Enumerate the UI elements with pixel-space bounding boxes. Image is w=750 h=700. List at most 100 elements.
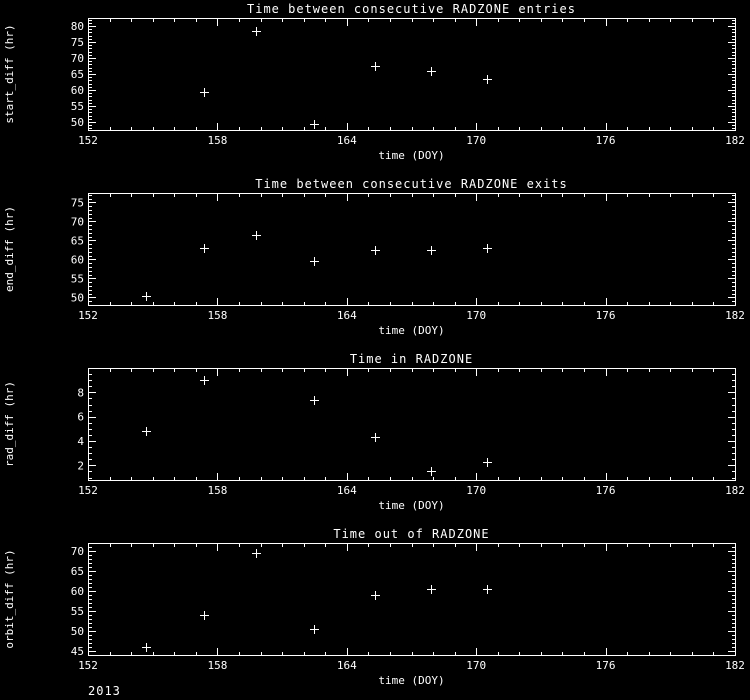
svg-text:70: 70 bbox=[71, 52, 84, 65]
y-axis-label: rad_diff (hr) bbox=[3, 381, 16, 467]
svg-text:182: 182 bbox=[725, 134, 745, 147]
plus-marker bbox=[310, 396, 319, 405]
svg-text:80: 80 bbox=[71, 20, 84, 33]
svg-text:182: 182 bbox=[725, 309, 745, 322]
plus-marker bbox=[200, 376, 209, 385]
svg-text:8: 8 bbox=[77, 386, 84, 399]
plus-marker bbox=[371, 591, 380, 600]
plus-marker bbox=[310, 625, 319, 634]
year-label: 2013 bbox=[88, 684, 121, 698]
plus-marker bbox=[200, 244, 209, 253]
axis-labels: 152 158 164 170 176 182 45 50 55 60 65 70 Time out o… bbox=[3, 527, 745, 687]
data-points bbox=[142, 376, 492, 476]
svg-text:158: 158 bbox=[207, 484, 227, 497]
plus-marker bbox=[483, 458, 492, 467]
svg-text:182: 182 bbox=[725, 484, 745, 497]
plus-marker bbox=[427, 246, 436, 255]
plus-marker bbox=[200, 88, 209, 97]
plus-marker bbox=[427, 585, 436, 594]
data-points bbox=[142, 549, 492, 652]
y-axis-label: start_diff (hr) bbox=[3, 24, 16, 123]
plus-marker bbox=[371, 433, 380, 442]
svg-text:176: 176 bbox=[596, 134, 616, 147]
svg-text:158: 158 bbox=[207, 309, 227, 322]
svg-text:170: 170 bbox=[466, 484, 486, 497]
plus-marker bbox=[427, 67, 436, 76]
x-axis-label: time (DOY) bbox=[378, 149, 444, 162]
chart-canvas: 152 158 164 170 176 182 2 4 6 8 Time in RADZONE tim… bbox=[3, 352, 745, 512]
plus-marker bbox=[142, 643, 151, 652]
plus-marker bbox=[142, 427, 151, 436]
y-axis-label: orbit_diff (hr) bbox=[3, 549, 16, 648]
plus-marker bbox=[483, 585, 492, 594]
svg-text:152: 152 bbox=[78, 309, 98, 322]
svg-text:152: 152 bbox=[78, 134, 98, 147]
svg-text:60: 60 bbox=[71, 585, 84, 598]
svg-text:70: 70 bbox=[71, 545, 84, 558]
chart-canvas: 152 158 164 170 176 182 50 55 60 65 70 75 80 Time bet… bbox=[3, 2, 745, 162]
plot-axes bbox=[88, 193, 736, 306]
svg-text:152: 152 bbox=[78, 484, 98, 497]
plus-marker bbox=[310, 257, 319, 266]
data-points bbox=[200, 27, 492, 129]
chart-title: Time between consecutive RADZONE entries bbox=[247, 2, 576, 16]
svg-text:65: 65 bbox=[71, 234, 84, 247]
svg-text:55: 55 bbox=[71, 100, 84, 113]
svg-text:170: 170 bbox=[466, 309, 486, 322]
svg-text:170: 170 bbox=[466, 659, 486, 672]
svg-text:50: 50 bbox=[71, 116, 84, 129]
x-axis-label: time (DOY) bbox=[378, 499, 444, 512]
chart-title: Time out of RADZONE bbox=[333, 527, 489, 541]
plus-marker bbox=[483, 75, 492, 84]
svg-text:158: 158 bbox=[207, 134, 227, 147]
plus-marker bbox=[427, 467, 436, 476]
plot-axes bbox=[88, 18, 736, 131]
svg-text:75: 75 bbox=[71, 196, 84, 209]
svg-text:176: 176 bbox=[596, 484, 616, 497]
svg-text:176: 176 bbox=[596, 309, 616, 322]
plus-marker bbox=[142, 292, 151, 301]
plus-marker bbox=[252, 27, 261, 36]
svg-text:60: 60 bbox=[71, 253, 84, 266]
svg-text:164: 164 bbox=[337, 134, 357, 147]
svg-text:65: 65 bbox=[71, 68, 84, 81]
chart-title: Time in RADZONE bbox=[350, 352, 473, 366]
svg-text:50: 50 bbox=[71, 291, 84, 304]
svg-text:164: 164 bbox=[337, 484, 357, 497]
svg-text:176: 176 bbox=[596, 659, 616, 672]
svg-text:2: 2 bbox=[77, 459, 84, 472]
svg-text:164: 164 bbox=[337, 309, 357, 322]
plot-axes bbox=[88, 368, 736, 481]
svg-text:4: 4 bbox=[77, 435, 84, 448]
svg-text:164: 164 bbox=[337, 659, 357, 672]
chart-radzone-entry-intervals: 152 158 164 170 176 182 50 55 60 65 70 75 80 Time bet… bbox=[0, 0, 750, 175]
svg-text:60: 60 bbox=[71, 84, 84, 97]
svg-text:55: 55 bbox=[71, 272, 84, 285]
axis-labels: 152 158 164 170 176 182 50 55 60 65 70 75 Time betwe… bbox=[3, 177, 745, 337]
plot-axes bbox=[88, 543, 736, 656]
chart-title: Time between consecutive RADZONE exits bbox=[255, 177, 568, 191]
svg-text:170: 170 bbox=[466, 134, 486, 147]
svg-text:6: 6 bbox=[77, 411, 84, 424]
svg-text:45: 45 bbox=[71, 645, 84, 658]
plus-marker bbox=[310, 120, 319, 129]
svg-text:55: 55 bbox=[71, 605, 84, 618]
svg-text:50: 50 bbox=[71, 625, 84, 638]
plus-marker bbox=[200, 611, 209, 620]
y-axis-label: end_diff (hr) bbox=[3, 206, 16, 292]
x-axis-label: time (DOY) bbox=[378, 674, 444, 687]
chart-canvas: 152 158 164 170 176 182 50 55 60 65 70 75 Time betwe… bbox=[3, 177, 745, 337]
svg-text:182: 182 bbox=[725, 659, 745, 672]
svg-text:70: 70 bbox=[71, 215, 84, 228]
plus-marker bbox=[483, 244, 492, 253]
chart-time-out-of-radzone: 152 158 164 170 176 182 45 50 55 60 65 70 Time out o… bbox=[0, 525, 750, 700]
svg-text:158: 158 bbox=[207, 659, 227, 672]
svg-text:65: 65 bbox=[71, 565, 84, 578]
svg-text:75: 75 bbox=[71, 36, 84, 49]
plus-marker bbox=[371, 62, 380, 71]
chart-canvas: 152 158 164 170 176 182 45 50 55 60 65 70 Time out o… bbox=[3, 527, 745, 687]
chart-radzone-exit-intervals: 152 158 164 170 176 182 50 55 60 65 70 75 Time betwe… bbox=[0, 175, 750, 350]
plus-marker bbox=[252, 549, 261, 558]
axis-labels: 152 158 164 170 176 182 2 4 6 8 Time in RADZONE tim… bbox=[3, 352, 745, 512]
